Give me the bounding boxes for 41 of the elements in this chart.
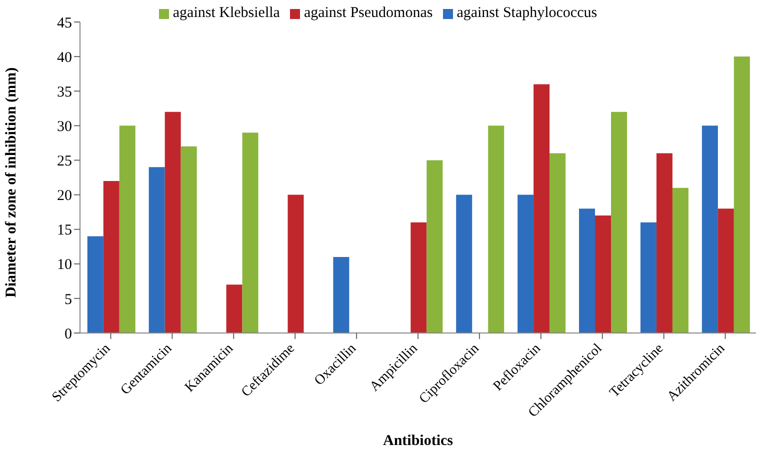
bar [288,194,304,333]
bar [426,160,443,333]
bar [534,84,550,333]
bar [550,153,566,333]
bar [180,146,197,333]
bar [718,208,734,333]
legend-label: against Pseudomonas [304,5,433,21]
bar [164,112,181,333]
y-tick-label: 30 [57,118,72,135]
bar [119,126,136,333]
y-tick-label: 35 [57,84,72,100]
bar [226,284,242,333]
bar [333,256,350,333]
y-tick-label: 45 [57,15,72,32]
bar [410,222,427,333]
bar [702,126,718,333]
y-tick-label: 5 [64,292,72,308]
bar [488,126,504,333]
y-tick-label: 15 [57,222,72,239]
y-axis-title: Diameter of zone of inhibition (mm) [3,67,20,298]
x-axis-title: Antibiotics [382,433,454,449]
y-tick-label: 40 [57,50,72,66]
bar [734,56,750,333]
bar [595,216,612,333]
legend-label: against Klebsiella [172,5,280,21]
legend-label: against Staphylococcus [456,5,598,21]
y-tick-label: 25 [57,154,72,170]
y-tick-label: 0 [64,326,72,342]
bar [242,132,258,333]
bar [579,208,596,333]
bar [87,236,104,333]
bar [103,180,120,333]
bar [672,188,688,333]
bar [518,194,534,333]
bar [611,112,628,333]
bar [656,153,672,333]
bar [456,194,472,333]
bar [640,222,656,333]
y-tick-label: 10 [57,257,72,274]
bar [148,167,165,333]
y-tick-label: 20 [57,188,72,204]
